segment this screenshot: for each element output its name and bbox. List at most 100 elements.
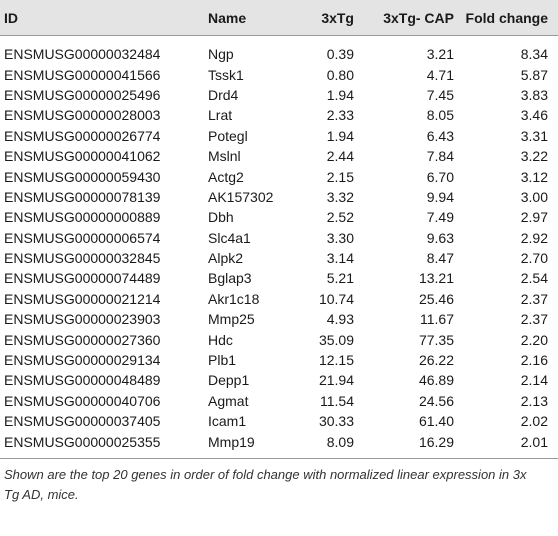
cell-name: Plb1	[208, 352, 237, 369]
cell-name: Depp1	[208, 372, 250, 389]
cell-name: Mmp19	[208, 433, 255, 450]
cell-3xtg: 1.94	[326, 127, 354, 144]
cell-fold-change: 2.54	[520, 270, 548, 287]
table-row: ENSMUSG00000032845 Alpk2 3.14 8.47 2.70	[0, 248, 558, 268]
cell-id: ENSMUSG00000028003	[4, 107, 161, 124]
cell-3xtg-cap: 77.35	[418, 331, 454, 348]
cell-3xtg: 2.44	[326, 148, 354, 165]
cell-3xtg: 3.32	[326, 188, 354, 205]
table-row: ENSMUSG00000074489 Bglap3 5.21 13.21 2.54	[0, 268, 558, 288]
header-id: ID	[4, 9, 18, 26]
cell-3xtg: 11.54	[320, 392, 354, 409]
cell-3xtg: 30.33	[318, 413, 354, 430]
cell-3xtg-cap: 26.22	[418, 352, 454, 369]
cell-fold-change: 5.87	[520, 66, 548, 83]
cell-3xtg: 10.74	[318, 290, 354, 307]
cell-3xtg: 4.93	[326, 311, 354, 328]
cell-name: Ngp	[208, 46, 234, 63]
cell-fold-change: 3.46	[520, 107, 548, 124]
cell-3xtg-cap: 6.43	[426, 127, 454, 144]
cell-fold-change: 2.01	[520, 433, 548, 450]
cell-3xtg: 35.09	[318, 331, 354, 348]
table-row: ENSMUSG00000027360 Hdc 35.09 77.35 2.20	[0, 329, 558, 349]
cell-id: ENSMUSG00000027360	[4, 331, 161, 348]
cell-3xtg-cap: 7.45	[426, 86, 454, 103]
cell-id: ENSMUSG00000078139	[4, 188, 161, 205]
table-row: ENSMUSG00000078139 AK157302 3.32 9.94 3.00	[0, 187, 558, 207]
table-row: ENSMUSG00000021214 Akr1c18 10.74 25.46 2.37	[0, 289, 558, 309]
cell-fold-change: 3.83	[520, 86, 548, 103]
table-row: ENSMUSG00000026774 Potegl 1.94 6.43 3.31	[0, 126, 558, 146]
cell-name: Potegl	[208, 127, 248, 144]
cell-name: Alpk2	[208, 250, 244, 267]
cell-fold-change: 2.02	[520, 413, 548, 430]
cell-fold-change: 2.97	[520, 209, 548, 226]
table-row: ENSMUSG00000028003 Lrat 2.33 8.05 3.46	[0, 105, 558, 125]
cell-id: ENSMUSG00000023903	[4, 311, 161, 328]
cell-fold-change: 2.13	[520, 392, 548, 409]
cell-3xtg-cap: 16.29	[418, 433, 454, 450]
cell-fold-change: 8.34	[520, 46, 548, 63]
header-name: Name	[208, 9, 247, 26]
cell-3xtg-cap: 61.40	[418, 413, 454, 430]
cell-3xtg: 0.80	[326, 66, 354, 83]
cell-name: Mslnl	[208, 148, 241, 165]
cell-3xtg-cap: 7.49	[426, 209, 454, 226]
cell-name: Drd4	[208, 86, 239, 103]
cell-fold-change: 2.14	[520, 372, 548, 389]
cell-id: ENSMUSG00000025496	[4, 86, 161, 103]
cell-id: ENSMUSG00000041566	[4, 66, 161, 83]
table-row: ENSMUSG00000041566 Tssk1 0.80 4.71 5.87	[0, 64, 558, 84]
cell-3xtg-cap: 8.05	[426, 107, 454, 124]
cell-name: Dbh	[208, 209, 234, 226]
table-row: ENSMUSG00000029134 Plb1 12.15 26.22 2.16	[0, 350, 558, 370]
cell-id: ENSMUSG00000029134	[4, 352, 161, 369]
cell-id: ENSMUSG00000025355	[4, 433, 161, 450]
cell-fold-change: 2.37	[520, 311, 548, 328]
cell-id: ENSMUSG00000006574	[4, 229, 161, 246]
cell-id: ENSMUSG00000037405	[4, 413, 161, 430]
cell-3xtg-cap: 46.89	[418, 372, 454, 389]
cell-3xtg: 3.30	[326, 229, 354, 246]
cell-name: Tssk1	[208, 66, 244, 83]
cell-name: AK157302	[208, 188, 274, 205]
cell-3xtg-cap: 25.46	[418, 290, 454, 307]
table-row: ENSMUSG00000006574 Slc4a1 3.30 9.63 2.92	[0, 228, 558, 248]
table-row: ENSMUSG00000040706 Agmat 11.54 24.56 2.13	[0, 391, 558, 411]
cell-id: ENSMUSG00000041062	[4, 148, 161, 165]
cell-3xtg: 2.52	[326, 209, 354, 226]
cell-3xtg: 8.09	[326, 433, 354, 450]
cell-id: ENSMUSG00000048489	[4, 372, 161, 389]
cell-3xtg: 2.15	[326, 168, 354, 185]
gene-table: ID Name 3xTg 3xTg- CAP Fold change ENSMU…	[0, 0, 558, 502]
cell-name: Akr1c18	[208, 290, 260, 307]
cell-fold-change: 2.70	[520, 250, 548, 267]
cell-name: Actg2	[208, 168, 244, 185]
cell-3xtg-cap: 13.21	[418, 270, 454, 287]
table-row: ENSMUSG00000000889 Dbh 2.52 7.49 2.97	[0, 207, 558, 227]
cell-id: ENSMUSG00000000889	[4, 209, 161, 226]
cell-id: ENSMUSG00000040706	[4, 392, 161, 409]
cell-id: ENSMUSG00000032484	[4, 46, 161, 63]
cell-3xtg: 1.94	[326, 86, 354, 103]
cell-name: Agmat	[208, 392, 249, 409]
header-3xtg: 3xTg	[321, 9, 354, 26]
cell-fold-change: 3.22	[520, 148, 548, 165]
table-footnote: Shown are the top 20 genes in order of f…	[4, 466, 527, 502]
cell-3xtg-cap: 8.47	[426, 250, 454, 267]
cell-3xtg-cap: 9.94	[426, 188, 454, 205]
table-row: ENSMUSG00000048489 Depp1 21.94 46.89 2.14	[0, 370, 558, 390]
cell-3xtg: 21.94	[318, 372, 354, 389]
table-body: ENSMUSG00000032484 Ngp 0.39 3.21 8.34 ENSMUSG…	[0, 36, 558, 452]
cell-fold-change: 2.16	[520, 352, 548, 369]
table-row: ENSMUSG00000023903 Mmp25 4.93 11.67 2.37	[0, 309, 558, 329]
cell-fold-change: 3.00	[520, 188, 548, 205]
cell-fold-change: 3.31	[520, 127, 548, 144]
cell-3xtg: 2.33	[326, 107, 354, 124]
table-row: ENSMUSG00000025496 Drd4 1.94 7.45 3.83	[0, 85, 558, 105]
cell-id: ENSMUSG00000074489	[4, 270, 161, 287]
header-3xtg-cap: 3xTg- CAP	[383, 9, 454, 26]
cell-name: Mmp25	[208, 311, 255, 328]
cell-3xtg-cap: 3.21	[426, 46, 454, 63]
cell-name: Lrat	[208, 107, 233, 124]
